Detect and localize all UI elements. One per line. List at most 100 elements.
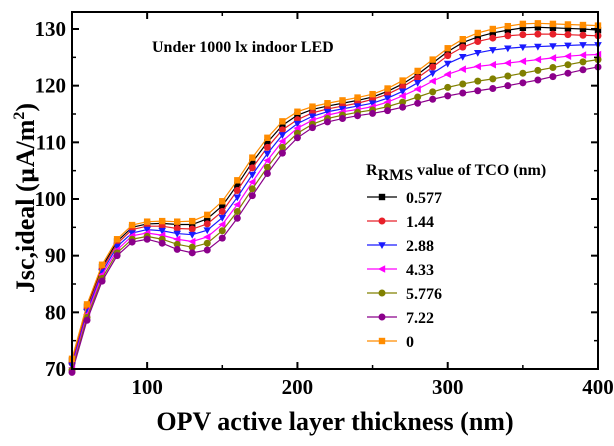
data-point-0 [444,45,451,52]
data-point-0 [83,301,91,308]
legend-item-4.33: 4.33 [367,262,434,279]
data-point-2.88 [458,53,467,61]
data-point-1.44 [248,164,256,172]
data-point-4.33 [533,55,542,64]
x-tick-label: 100 [131,375,163,399]
data-point-4.33 [188,237,196,246]
data-point-1.44 [504,32,512,40]
data-point-2.88 [443,60,452,68]
data-point-0.577 [264,139,271,146]
data-point-0.577 [579,25,587,33]
legend-item-1.44: 1.44 [367,214,434,231]
legend-label: 1.44 [406,214,434,231]
data-point-2.88 [218,214,227,222]
data-point-7.22 [414,99,422,107]
data-point-1.44 [444,52,452,60]
data-point-2.88 [368,100,377,108]
data-point-5.776 [218,227,226,235]
data-point-4.33 [278,137,286,145]
data-point-2.88 [113,243,121,251]
data-point-4.33 [563,52,572,60]
data-point-0 [113,236,121,243]
data-point-0 [489,25,496,33]
data-point-2.88 [473,50,482,57]
data-point-2.88 [188,231,197,239]
data-point-0.577 [294,111,301,119]
data-point-0.577 [459,39,466,46]
data-point-0.577 [249,158,256,166]
legend-item-2.88: 2.88 [367,238,434,255]
y-tick-label: 80 [45,300,66,324]
data-point-1.44 [579,31,587,39]
data-point-0 [264,134,271,141]
data-point-2.88 [278,132,287,139]
data-point-2.88 [173,230,181,238]
legend-title-rest: value of TCO (nm) [413,162,546,179]
data-point-0 [158,217,166,225]
data-point-4.33 [233,200,241,209]
data-point-2.88 [353,103,362,111]
data-point-2.88 [248,171,257,179]
data-point-0 [279,118,286,125]
data-point-7.22 [143,235,151,243]
data-point-7.22 [263,170,271,177]
series-line-0.577 [71,26,599,361]
data-point-7.22 [233,214,241,222]
series-2.88 [68,42,602,370]
data-point-7.22 [98,277,106,285]
data-point-0 [354,94,361,101]
data-point-1.44 [534,30,542,38]
data-point-5.776 [429,88,437,96]
legend-item-7.22: 7.22 [367,310,434,327]
data-point-0 [204,211,211,219]
data-point-0.577 [219,202,226,209]
legend-label: 5.776 [406,286,442,303]
axes-layer: 100 200 300 400 70 80 90 100 110 120 130 [35,11,614,399]
data-point-2.88 [489,47,497,54]
legend-marker [378,193,386,201]
legend-items: 0.577 1.44 2.88 4.33 5.776 7.22 0 [367,190,442,351]
data-point-7.22 [308,124,316,132]
y-axis-title-unit: A/m [11,119,40,167]
series-7.22 [68,63,602,376]
data-point-4.33 [518,57,527,66]
data-point-7.22 [188,249,196,257]
legend-item-0.577: 0.577 [367,190,442,207]
data-point-4.33 [203,233,211,241]
data-point-7.22 [384,107,392,115]
data-point-0 [534,20,542,27]
data-point-4.33 [248,178,256,186]
data-point-0.577 [234,181,241,189]
data-point-2.88 [203,227,212,235]
data-point-7.22 [323,118,331,126]
data-point-0 [459,36,466,43]
data-point-4.33 [218,220,226,229]
data-point-5.776 [248,185,256,193]
y-axis-title: Jsc,ideal (μA/m2) [11,103,40,293]
data-point-1.44 [203,220,211,228]
plot-frame [71,11,599,370]
data-point-5.776 [534,66,542,74]
data-point-7.22 [203,246,211,254]
y-axis-title-close: ) [11,103,40,112]
legend: RRMS value of TCO (nm) 0.577 1.44 2.88 4.33… [366,162,546,351]
data-point-2.88 [323,108,332,116]
data-point-5.776 [519,69,527,77]
data-point-1.44 [459,43,467,51]
data-point-5.776 [188,243,196,251]
y-tick-label: 90 [45,244,66,268]
data-point-7.22 [248,192,256,200]
data-point-2.88 [128,230,136,237]
data-point-5.776 [489,75,497,83]
data-point-1.44 [549,30,557,38]
data-point-0.577 [549,24,557,32]
data-point-0 [324,100,331,107]
data-point-0 [579,21,587,29]
y-tick-label: 120 [35,74,67,98]
x-axis-title: OPV active layer thickness (nm) [156,407,513,436]
data-point-7.22 [128,238,136,246]
data-point-1.44 [474,37,482,45]
data-point-7.22 [369,109,377,117]
data-point-5.776 [173,240,181,248]
x-tick-label: 400 [582,375,614,399]
